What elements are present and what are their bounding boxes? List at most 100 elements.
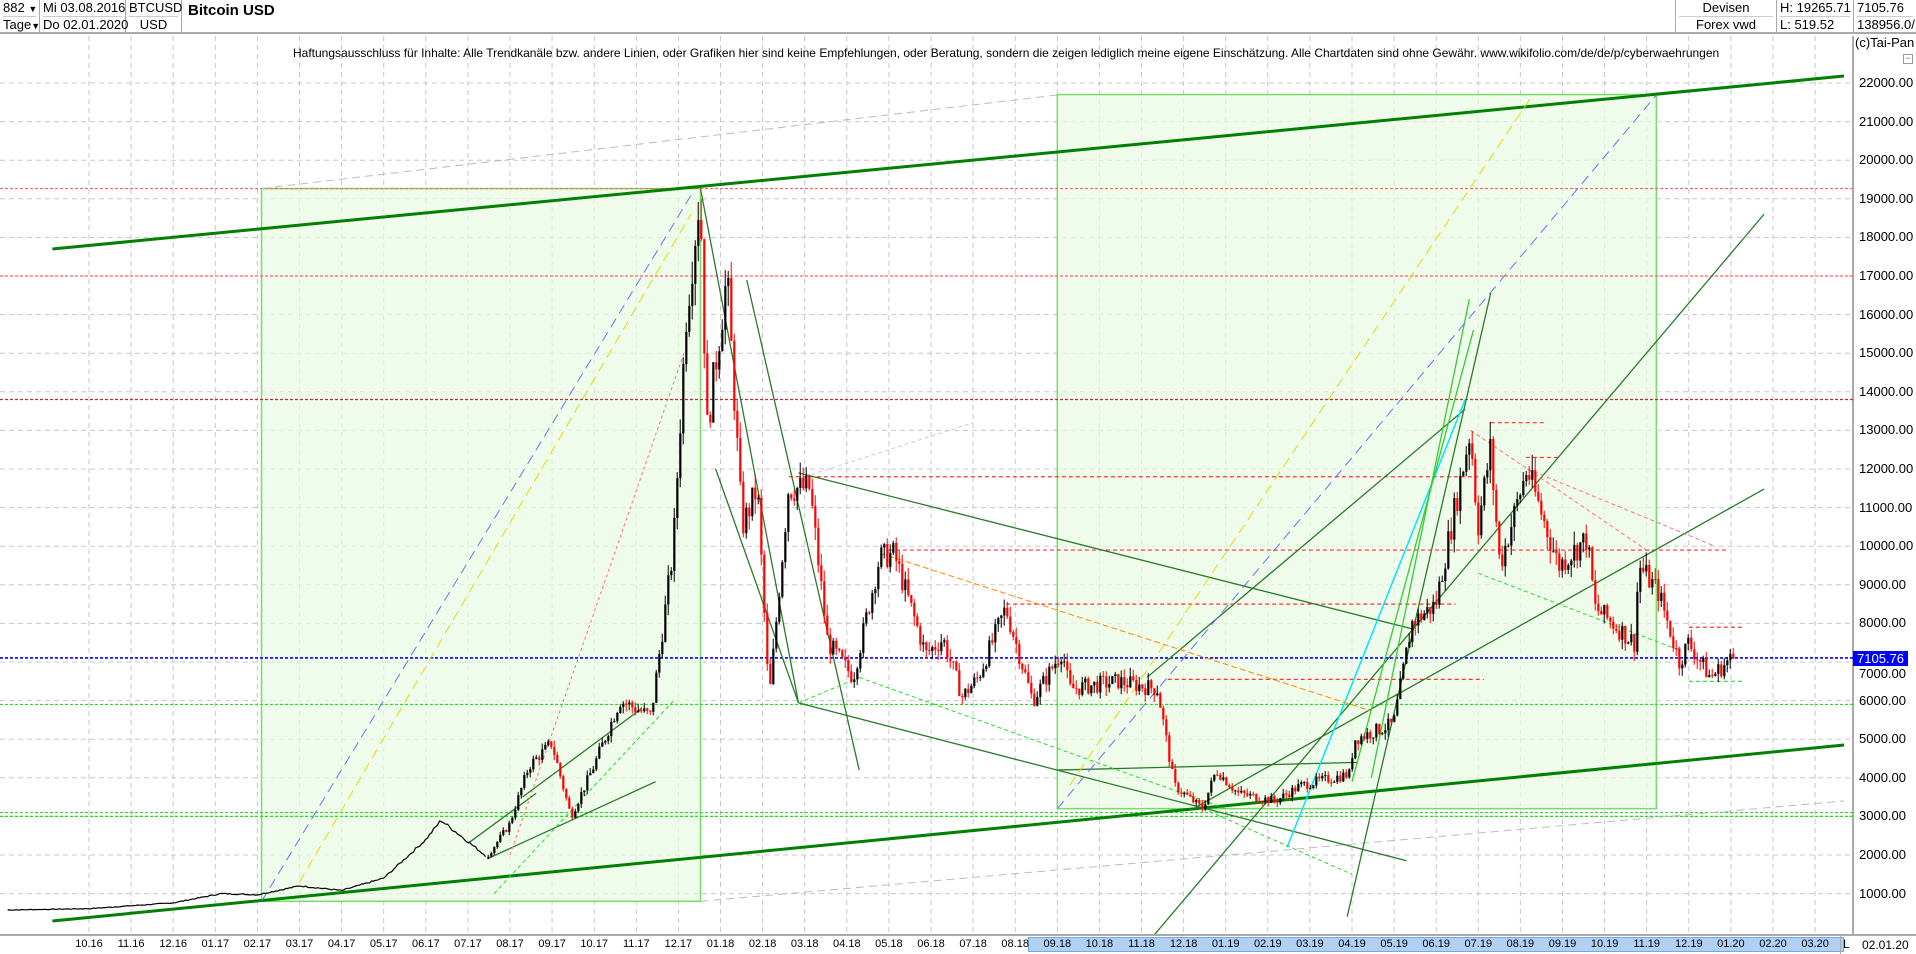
candle-body [766, 612, 769, 664]
x-tick-label: 06.17 [412, 938, 440, 950]
y-tick-label: 14000.00 [1859, 383, 1914, 399]
candle-body [517, 795, 520, 810]
candle-body [1321, 775, 1324, 779]
x-tick-label: 09.18 [1043, 938, 1072, 950]
candle-body [628, 702, 631, 705]
candle-body [523, 775, 526, 789]
candle-body [1072, 683, 1075, 689]
candle-body [1513, 505, 1516, 528]
candle-body [883, 544, 886, 548]
candle-body [1066, 661, 1069, 671]
trend-line [798, 676, 860, 704]
candle-body [877, 566, 880, 590]
candle-body [1087, 678, 1090, 694]
candle-body [1141, 684, 1144, 689]
trend-line [522, 707, 643, 798]
candle-body [1678, 648, 1681, 669]
candle-body [559, 763, 562, 777]
candle-body [577, 804, 580, 812]
candle-body [847, 660, 850, 672]
dropdown-arrow-icon[interactable]: ▼ [31, 21, 41, 31]
trend-line [1527, 468, 1716, 547]
candle-body [535, 757, 538, 759]
candle-body [1675, 648, 1678, 650]
dropdown-arrow-icon[interactable]: ▼ [28, 4, 38, 14]
candle-body [778, 596, 781, 622]
candle-body [1714, 673, 1717, 676]
candle-body [487, 856, 490, 858]
trend-line [1478, 572, 1681, 651]
candle-body [493, 847, 496, 854]
candle-body [796, 487, 799, 501]
candle-body [1156, 693, 1159, 696]
candle-body [1408, 642, 1411, 648]
candle-body [1555, 550, 1558, 554]
candle-body [1009, 616, 1012, 633]
y-tick-label: 2000.00 [1859, 847, 1906, 862]
price-chart[interactable] [0, 36, 1916, 934]
period-selector[interactable]: 882 ▼ Tage▼ [0, 0, 40, 34]
candle-body [694, 246, 697, 284]
candle-body [1258, 801, 1261, 803]
candle-body [589, 773, 592, 776]
candle-body [736, 410, 739, 438]
candle-body [1168, 735, 1171, 762]
volume: 138956.0/ [1857, 17, 1915, 32]
date-range[interactable]: Mi 03.08.2016 Do 02.01.2020 [40, 0, 129, 34]
y-tick-label: 12000.00 [1859, 461, 1914, 476]
symbol-cell[interactable]: BTCUSD USD [126, 0, 182, 34]
candle-body [1642, 567, 1645, 572]
candle-body [1135, 680, 1138, 691]
candle-body [1540, 500, 1543, 515]
candle-body [1204, 804, 1207, 810]
candle-body [988, 640, 991, 667]
candle-body [1693, 649, 1696, 660]
candle-body [757, 497, 760, 500]
candle-body [808, 475, 811, 489]
trend-line [699, 188, 800, 704]
candle-body [565, 789, 568, 798]
candle-body [1000, 615, 1003, 618]
candle-body [1651, 579, 1654, 588]
candle-body [1279, 798, 1282, 803]
candle-body [727, 277, 730, 287]
x-tick-label: 06.18 [917, 938, 945, 950]
candle-body [1177, 782, 1180, 793]
trend-line [493, 700, 674, 894]
candle-body [1447, 531, 1450, 569]
l-button[interactable]: L [1843, 937, 1850, 951]
minimize-icon[interactable]: − [1903, 54, 1913, 64]
candle-body [1636, 591, 1639, 652]
candle-body [1249, 793, 1252, 796]
x-tick-label: 10.18 [1085, 938, 1114, 950]
x-tick-label: 07.18 [959, 938, 987, 950]
candle-body [499, 834, 502, 842]
candle-body [826, 615, 829, 635]
candle-body [925, 642, 928, 651]
candle-body [550, 741, 553, 747]
candle-body [712, 362, 715, 423]
candle-body [1591, 547, 1594, 581]
candle-body [1243, 790, 1246, 794]
candle-body [1060, 661, 1063, 665]
candle-body [622, 703, 625, 708]
y-tick-label: 15000.00 [1859, 345, 1914, 361]
candle-body [664, 604, 667, 642]
candle-body [1294, 787, 1297, 792]
candle-body [958, 670, 961, 696]
candle-body [1084, 678, 1087, 683]
candle-body [1456, 498, 1459, 511]
start-date[interactable]: Mi 03.08.2016 [43, 0, 126, 17]
candle-body [568, 797, 571, 809]
y-tick-label: 6000.00 [1859, 692, 1906, 708]
time-axis[interactable]: 10.16 11.16 12.16 01.17 02.17 03.17 04.17 05.17… [0, 934, 1916, 954]
end-date[interactable]: Do 02.01.2020 [43, 17, 129, 32]
candle-body [1366, 732, 1369, 739]
candle-body [1357, 740, 1360, 744]
candle-body [643, 708, 646, 712]
trend-line [509, 353, 685, 856]
candle-body [556, 754, 559, 764]
candle-body [1612, 621, 1615, 629]
candle-body [1729, 653, 1732, 661]
candle-body [673, 517, 676, 571]
